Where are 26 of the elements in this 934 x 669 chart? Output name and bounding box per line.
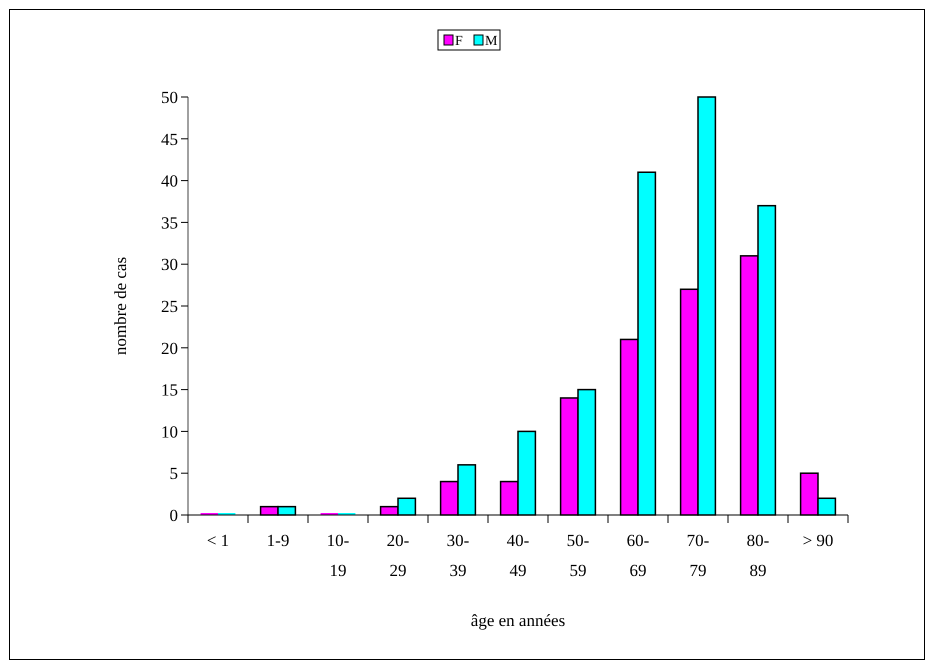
y-tick-label: 40 (161, 172, 178, 191)
x-tick-label: 20-29 (386, 531, 410, 580)
y-tick-label: 20 (161, 338, 178, 358)
x-tick-label: 50-59 (566, 531, 590, 580)
y-tick-label: 35 (161, 213, 178, 232)
legend-label: F (455, 34, 463, 49)
x-tick-label: 40-49 (506, 531, 530, 580)
y-tick-label: 30 (161, 255, 178, 274)
y-tick-label: 10 (161, 422, 178, 442)
y-tick-label: 45 (161, 130, 178, 149)
x-tick-label: < 1 (206, 531, 230, 550)
y-tick-label: 5 (170, 464, 178, 484)
x-tick-label: > 90 (802, 531, 834, 550)
x-tick-label: 30-39 (446, 531, 470, 580)
y-tick-label: 50 (161, 88, 178, 107)
x-tick-label: 60-69 (626, 531, 650, 580)
y-axis-title: nombre de cas (111, 256, 130, 356)
y-tick-label: 25 (161, 296, 178, 316)
x-tick-label: 70-79 (686, 531, 710, 580)
y-tick-label: 0 (170, 506, 178, 525)
x-tick-label: 1-9 (266, 531, 290, 550)
x-tick-label: 80-89 (746, 531, 770, 580)
legend-label: M (485, 34, 498, 49)
y-tick-label: 15 (161, 380, 178, 400)
x-axis-title: âge en années (470, 611, 566, 630)
x-tick-label: 10-19 (326, 531, 350, 580)
